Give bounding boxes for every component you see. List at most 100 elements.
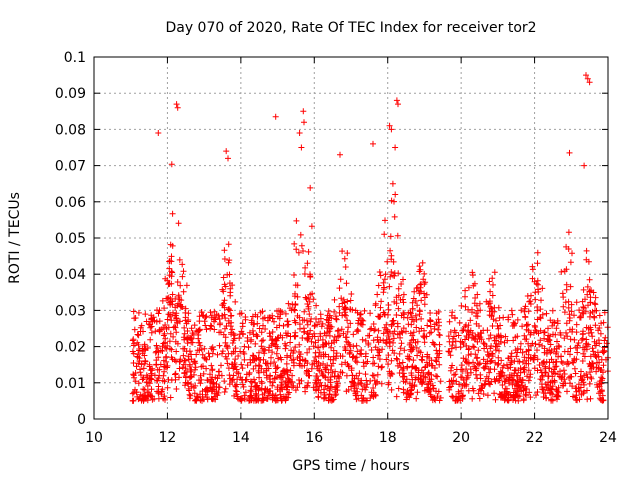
- data-point: [355, 328, 362, 335]
- data-point: [186, 374, 193, 381]
- data-point: [221, 281, 228, 288]
- data-point: [316, 383, 323, 390]
- data-point: [269, 315, 276, 322]
- data-point: [272, 397, 279, 404]
- data-point: [447, 352, 454, 359]
- data-point: [399, 367, 406, 373]
- data-point: [231, 360, 238, 366]
- data-point: [209, 312, 215, 319]
- data-point: [399, 329, 406, 336]
- data-point: [406, 356, 413, 363]
- data-point: [387, 247, 394, 254]
- data-point: [576, 314, 583, 321]
- data-point: [371, 327, 378, 334]
- data-point: [584, 75, 591, 82]
- data-point: [290, 347, 297, 354]
- data-point: [397, 364, 404, 371]
- data-point: [396, 330, 403, 337]
- data-point: [416, 328, 423, 335]
- data-point: [349, 306, 356, 313]
- data-point: [407, 310, 414, 317]
- data-point: [209, 344, 216, 351]
- data-point: [253, 331, 260, 338]
- data-point: [537, 315, 544, 322]
- data-point: [295, 249, 302, 256]
- data-point: [289, 384, 295, 391]
- data-point: [350, 343, 357, 350]
- data-point: [546, 337, 553, 344]
- data-point: [402, 379, 409, 386]
- data-point: [144, 393, 151, 400]
- data-point: [598, 320, 605, 327]
- data-point: [224, 360, 231, 367]
- data-point: [367, 395, 374, 402]
- data-point: [448, 312, 455, 319]
- data-point: [592, 353, 599, 359]
- data-point: [215, 368, 222, 375]
- data-point: [247, 393, 253, 400]
- data-point: [304, 349, 311, 356]
- data-point: [172, 370, 179, 377]
- data-point: [582, 308, 589, 315]
- data-point: [455, 388, 462, 395]
- data-point: [130, 308, 137, 315]
- data-point: [152, 349, 159, 356]
- data-point: [437, 394, 444, 401]
- data-point: [420, 276, 427, 283]
- data-point: [557, 368, 563, 375]
- data-point: [507, 364, 514, 371]
- data-point: [492, 396, 499, 403]
- data-point: [598, 356, 605, 363]
- data-point: [362, 371, 369, 378]
- data-point: [229, 379, 236, 385]
- data-point: [146, 361, 153, 368]
- data-point: [293, 246, 300, 253]
- data-point: [569, 383, 576, 390]
- data-point: [567, 351, 573, 358]
- data-point: [197, 380, 204, 387]
- data-point: [187, 373, 194, 380]
- data-point: [571, 336, 578, 343]
- data-point: [480, 364, 487, 371]
- data-point: [309, 333, 316, 340]
- data-point: [552, 370, 558, 377]
- data-point: [451, 372, 457, 378]
- data-point: [341, 255, 348, 262]
- data-point: [380, 279, 387, 286]
- data-point: [188, 351, 195, 358]
- data-point: [588, 329, 595, 336]
- data-point: [486, 298, 493, 305]
- data-point: [192, 360, 199, 367]
- data-point: [175, 294, 182, 300]
- data-point: [459, 327, 466, 334]
- data-point: [340, 296, 347, 303]
- data-point: [170, 324, 177, 331]
- data-point: [467, 317, 474, 324]
- data-point: [278, 372, 285, 379]
- data-point: [357, 311, 364, 318]
- data-point: [553, 325, 560, 332]
- data-point: [140, 386, 147, 393]
- data-point: [367, 326, 374, 333]
- data-point: [457, 344, 464, 351]
- data-point: [428, 329, 435, 336]
- data-point: [151, 317, 158, 324]
- data-point: [330, 396, 336, 403]
- data-point: [302, 264, 309, 271]
- data-point: [562, 299, 569, 306]
- data-point: [542, 369, 549, 376]
- data-point: [393, 393, 400, 400]
- data-point: [434, 373, 441, 380]
- data-point: [552, 363, 559, 370]
- data-point: [389, 180, 396, 187]
- data-point: [348, 383, 354, 390]
- data-point: [538, 297, 544, 304]
- data-point: [376, 356, 383, 363]
- data-point: [232, 363, 239, 370]
- data-point: [354, 388, 361, 395]
- data-point: [344, 361, 351, 368]
- data-point: [532, 324, 539, 330]
- data-point: [409, 332, 416, 339]
- data-point: [518, 379, 525, 386]
- data-point: [535, 286, 541, 293]
